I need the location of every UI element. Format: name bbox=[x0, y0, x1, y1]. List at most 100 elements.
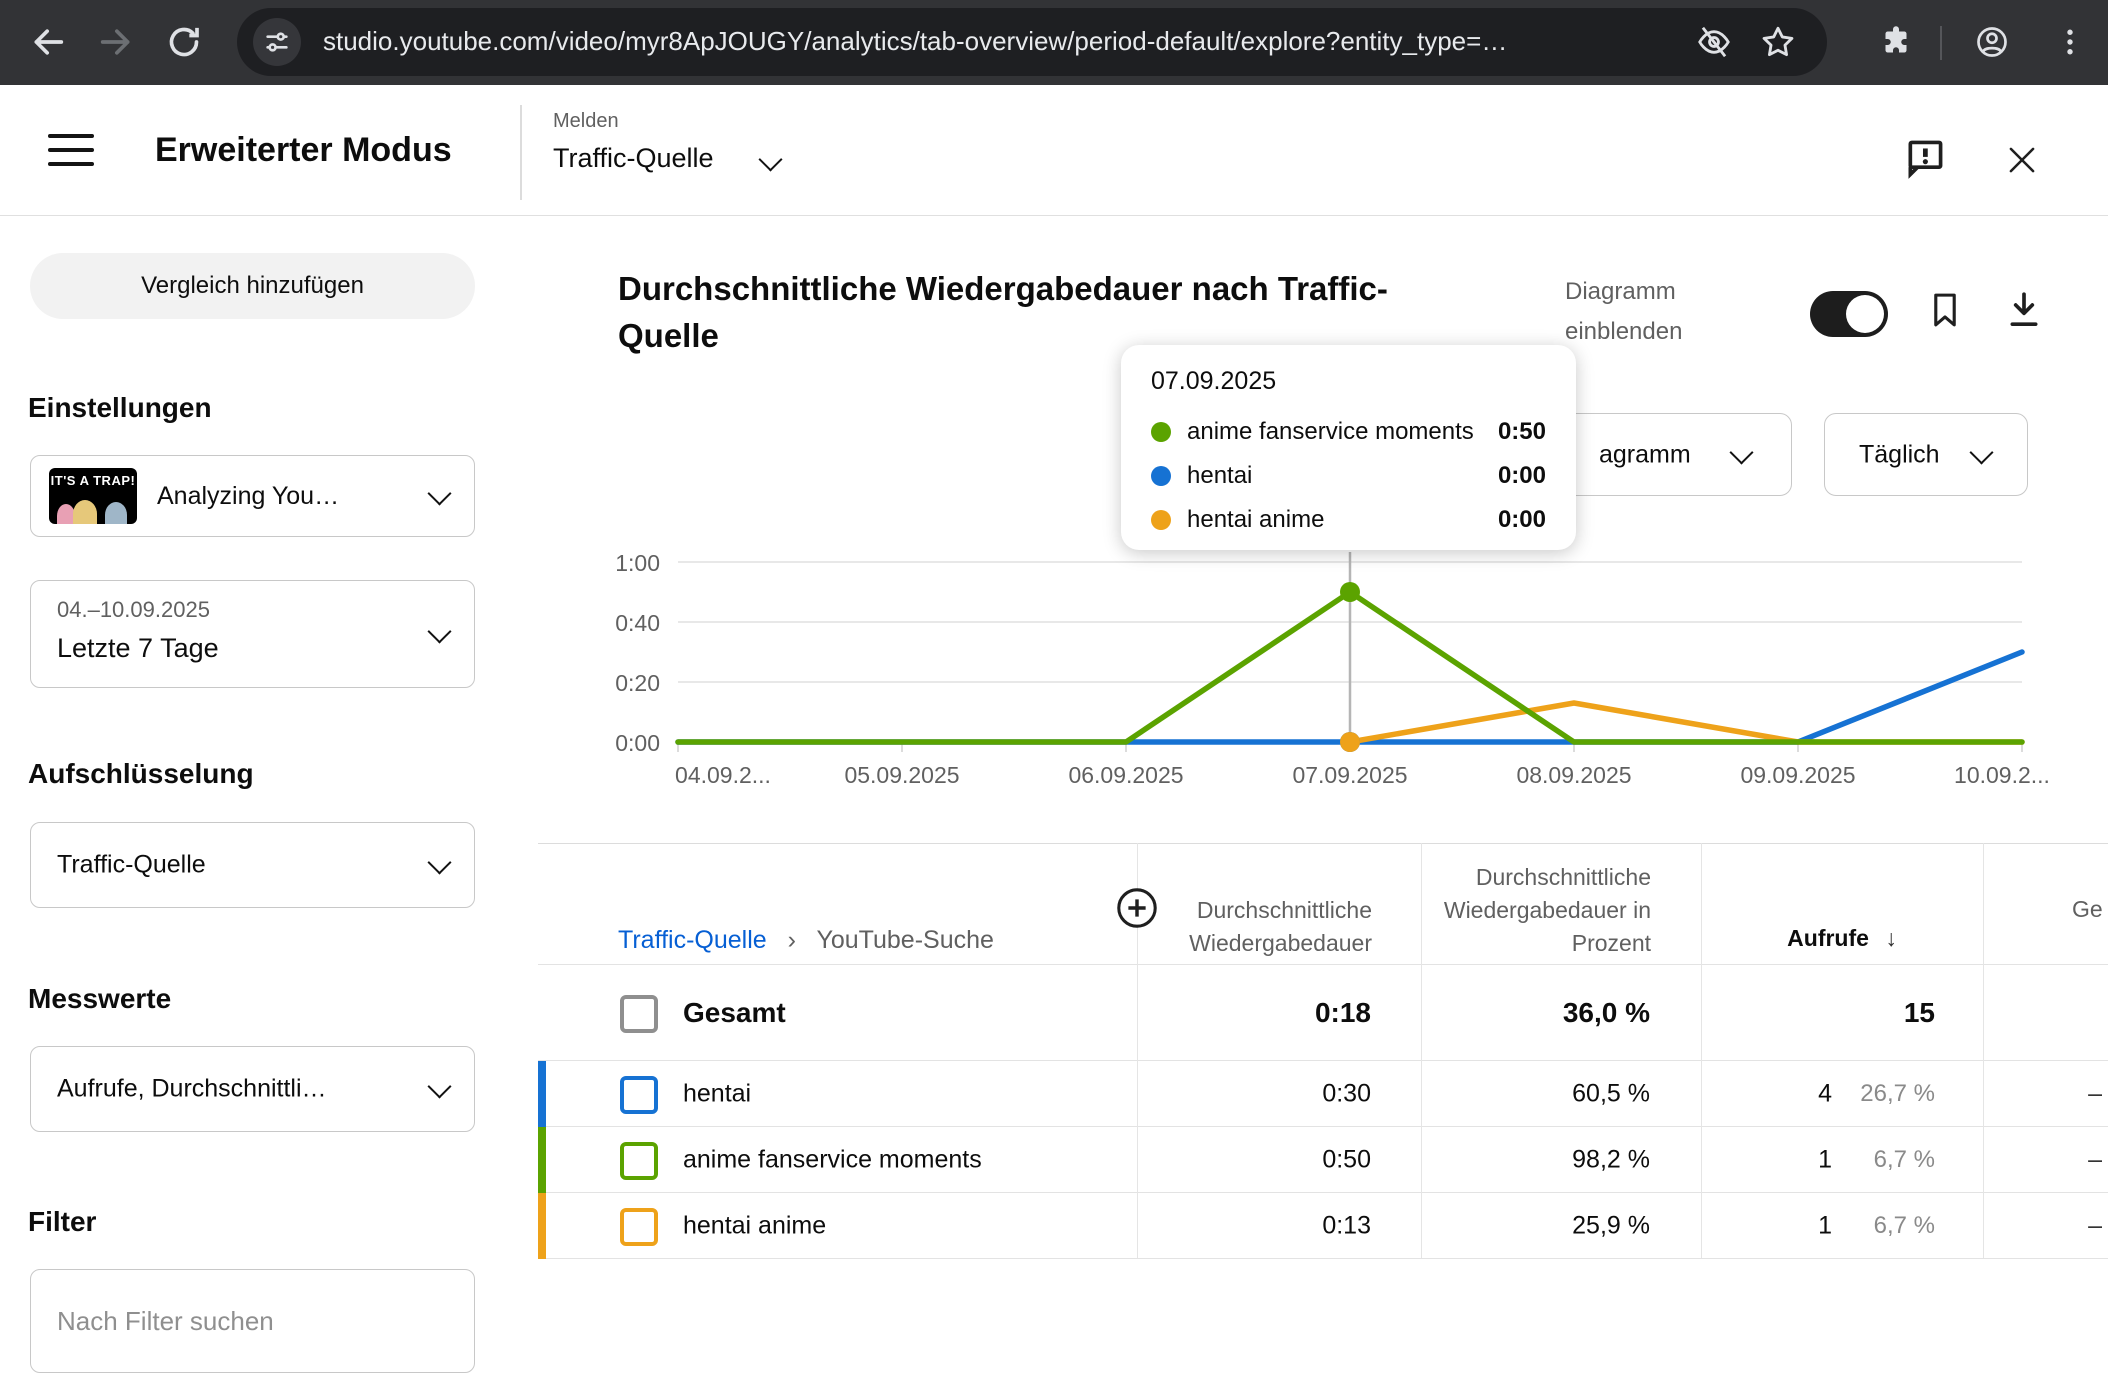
date-range-select[interactable]: 04.–10.09.2025 Letzte 7 Tage bbox=[30, 580, 475, 688]
row-color-strip bbox=[538, 1193, 546, 1259]
sort-descending-icon: ↓ bbox=[1885, 925, 1897, 951]
tooltip-date: 07.09.2025 bbox=[1151, 367, 1277, 395]
row-label: hentai bbox=[683, 1079, 752, 1108]
video-select-label: Analyzing You… bbox=[157, 482, 340, 510]
row-percent: 98,2 % bbox=[1572, 1145, 1650, 1174]
row-color-strip bbox=[538, 1061, 546, 1127]
breakdown-select-label: Traffic-Quelle bbox=[57, 850, 206, 879]
breakdown-heading: Aufschlüsselung bbox=[28, 758, 254, 789]
extensions-icon[interactable] bbox=[1878, 24, 1914, 60]
row-last-value: – bbox=[2088, 1211, 2102, 1240]
url-text: studio.youtube.com/video/myr8ApJOUGY/ana… bbox=[323, 26, 1508, 56]
column-header-duration[interactable]: Durchschnittliche Wiedergabedauer bbox=[1189, 897, 1372, 956]
chart-tooltip: 07.09.2025 anime fanservice moments 0:50… bbox=[1121, 345, 1576, 550]
metrics-select[interactable]: Aufrufe, Durchschnittli… bbox=[30, 1046, 475, 1132]
row-views: 4 bbox=[1818, 1079, 1832, 1108]
table-total-row[interactable]: Gesamt 0:18 36,0 % 15 bbox=[538, 966, 2108, 1060]
row-checkbox[interactable] bbox=[620, 1076, 658, 1114]
granularity-select-label: Täglich bbox=[1859, 440, 1940, 468]
tooltip-entry: hentai 0:00 bbox=[1151, 454, 1546, 498]
row-label: Gesamt bbox=[683, 997, 786, 1028]
x-axis-tick: 07.09.2025 bbox=[1292, 762, 1408, 788]
eye-off-icon[interactable] bbox=[1695, 23, 1733, 61]
feedback-icon[interactable] bbox=[1903, 136, 1947, 180]
video-select[interactable]: IT'S A TRAP! Analyzing You… bbox=[30, 455, 475, 537]
site-settings-icon[interactable] bbox=[253, 18, 301, 66]
tooltip-entry: anime fanservice moments 0:50 bbox=[1151, 410, 1546, 454]
tooltip-entry-value: 0:50 bbox=[1497, 418, 1546, 445]
address-bar[interactable]: studio.youtube.com/video/myr8ApJOUGY/ana… bbox=[237, 8, 1827, 76]
date-range-label: Letzte 7 Tage bbox=[57, 633, 219, 663]
forward-icon[interactable] bbox=[96, 22, 136, 62]
x-axis-tick: 04.09.2... bbox=[675, 762, 771, 788]
chart-type-select-label: agramm bbox=[1599, 440, 1691, 468]
breakdown-select[interactable]: Traffic-Quelle bbox=[30, 822, 475, 908]
thumbnail-caption: IT'S A TRAP! bbox=[50, 473, 136, 488]
row-percent: 25,9 % bbox=[1572, 1211, 1650, 1240]
row-duration: 0:30 bbox=[1322, 1079, 1371, 1108]
granularity-select[interactable]: Täglich bbox=[1824, 413, 2028, 496]
row-views: 1 bbox=[1818, 1145, 1832, 1174]
tooltip-entry-value: 0:00 bbox=[1497, 506, 1546, 533]
reload-icon[interactable] bbox=[164, 22, 204, 62]
chevron-down-icon bbox=[427, 619, 452, 644]
row-views: 1 bbox=[1818, 1211, 1832, 1240]
row-checkbox[interactable] bbox=[620, 1142, 658, 1180]
breadcrumb-current: YouTube-Suche bbox=[816, 926, 994, 954]
hamburger-menu-icon[interactable] bbox=[48, 134, 94, 166]
row-duration: 0:50 bbox=[1322, 1145, 1371, 1174]
total-duration: 0:18 bbox=[1314, 997, 1371, 1028]
column-header-percent[interactable]: Durchschnittliche Wiedergabedauer in Pro… bbox=[1443, 864, 1651, 956]
chart-type-select[interactable]: agramm bbox=[1540, 413, 1792, 496]
series-dot-icon bbox=[1151, 466, 1171, 486]
row-label: anime fanservice moments bbox=[683, 1145, 982, 1174]
column-header-views-label: Aufrufe bbox=[1787, 925, 1869, 951]
table-row[interactable]: hentai anime 0:13 25,9 % 1 6,7 % – bbox=[538, 1193, 2108, 1259]
bookmark-star-icon[interactable] bbox=[1759, 23, 1797, 61]
chevron-down-icon bbox=[758, 147, 783, 172]
column-header-truncated[interactable]: Ge bbox=[2072, 896, 2103, 922]
table-row[interactable]: anime fanservice moments 0:50 98,2 % 1 6… bbox=[538, 1127, 2108, 1193]
tooltip-entry-label: anime fanservice moments bbox=[1187, 418, 1474, 445]
back-icon[interactable] bbox=[28, 22, 68, 62]
row-percent: 60,5 % bbox=[1572, 1079, 1650, 1108]
column-header-views[interactable]: Aufrufe ↓ bbox=[1701, 925, 1983, 952]
tooltip-entry-label: hentai bbox=[1187, 462, 1253, 489]
row-checkbox[interactable] bbox=[620, 1208, 658, 1246]
show-chart-toggle[interactable] bbox=[1810, 291, 1888, 337]
row-views-share: 26,7 % bbox=[1860, 1080, 1935, 1107]
report-select[interactable]: Traffic-Quelle bbox=[553, 143, 714, 173]
date-range-text: 04.–10.09.2025 bbox=[57, 597, 210, 622]
chevron-down-icon bbox=[427, 1074, 452, 1099]
row-duration: 0:13 bbox=[1322, 1211, 1371, 1240]
chart-title: Durchschnittliche Wiedergabedauer nach T… bbox=[618, 270, 1388, 354]
filter-search-input[interactable] bbox=[30, 1269, 475, 1373]
filter-heading: Filter bbox=[28, 1206, 97, 1237]
row-checkbox[interactable] bbox=[620, 995, 658, 1033]
y-axis-tick: 0:20 bbox=[615, 670, 660, 696]
series-dot-icon bbox=[1151, 510, 1171, 530]
x-axis-tick: 05.09.2025 bbox=[844, 762, 960, 788]
y-axis-tick: 1:00 bbox=[615, 550, 660, 576]
show-chart-label: Diagramm einblenden bbox=[1565, 278, 1683, 345]
profile-icon[interactable] bbox=[1974, 24, 2010, 60]
add-comparison-button[interactable]: Vergleich hinzufügen bbox=[30, 253, 475, 319]
x-axis-tick: 06.09.2025 bbox=[1068, 762, 1184, 788]
toggle-knob bbox=[1846, 295, 1884, 333]
download-icon[interactable] bbox=[2004, 288, 2044, 332]
tooltip-entry-value: 0:00 bbox=[1497, 462, 1546, 489]
close-icon[interactable] bbox=[2003, 141, 2041, 179]
breadcrumb-separator: › bbox=[787, 926, 796, 954]
table-row[interactable]: hentai 0:30 60,5 % 4 26,7 % – bbox=[538, 1061, 2108, 1127]
browser-menu-icon[interactable] bbox=[2052, 24, 2088, 60]
add-metric-icon[interactable] bbox=[1114, 885, 1160, 931]
y-axis-tick: 0:00 bbox=[615, 730, 660, 756]
row-label: hentai anime bbox=[683, 1211, 827, 1240]
chevron-down-icon bbox=[427, 850, 452, 875]
breadcrumb-link[interactable]: Traffic-Quelle bbox=[618, 926, 767, 954]
y-axis-tick: 0:40 bbox=[615, 610, 660, 636]
row-views-share: 6,7 % bbox=[1873, 1146, 1935, 1173]
chevron-down-icon bbox=[1969, 439, 1994, 465]
bookmark-icon[interactable] bbox=[1928, 288, 1962, 332]
video-thumbnail: IT'S A TRAP! bbox=[49, 468, 137, 524]
